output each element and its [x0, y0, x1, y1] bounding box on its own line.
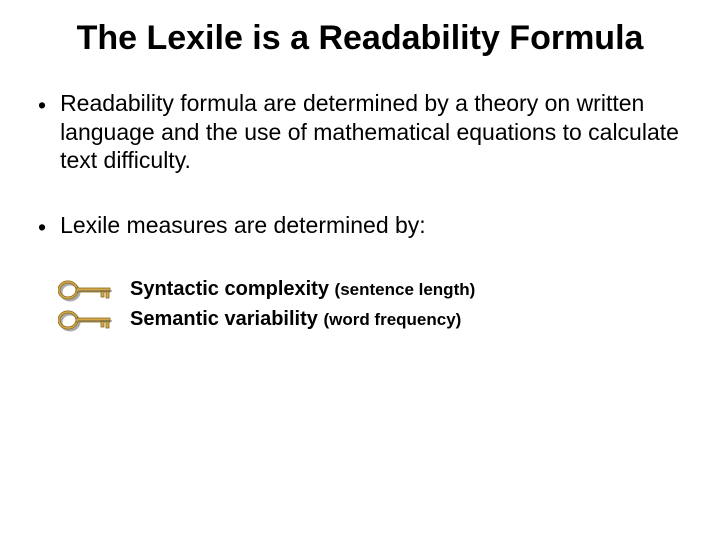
key-paren: (word frequency)	[323, 310, 461, 329]
bullet-marker: •	[38, 213, 46, 242]
key-icon	[58, 308, 118, 332]
key-row: Syntactic complexity (sentence length)	[30, 278, 690, 302]
bullet-text: Readability formula are determined by a …	[60, 89, 690, 175]
bullet-item: • Lexile measures are determined by:	[30, 211, 690, 242]
slide-container: The Lexile is a Readability Formula • Re…	[0, 0, 720, 540]
slide-title: The Lexile is a Readability Formula	[30, 18, 690, 59]
bullet-text: Lexile measures are determined by:	[60, 211, 690, 240]
key-icon	[58, 278, 118, 302]
bullet-marker: •	[38, 91, 46, 120]
bullet-item: • Readability formula are determined by …	[30, 89, 690, 175]
key-main: Semantic variability	[130, 308, 318, 330]
key-text: Syntactic complexity (sentence length)	[130, 278, 475, 301]
key-text: Semantic variability (word frequency)	[130, 308, 461, 331]
key-paren: (sentence length)	[335, 280, 476, 299]
key-row: Semantic variability (word frequency)	[30, 308, 690, 332]
key-main: Syntactic complexity	[130, 278, 329, 300]
